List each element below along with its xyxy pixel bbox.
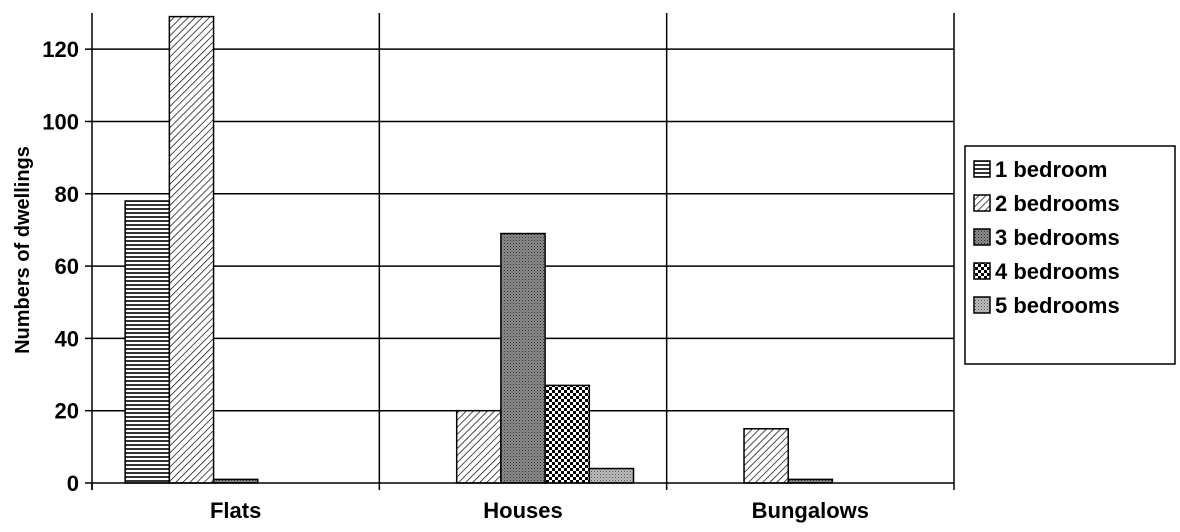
legend-swatch-4 [973,262,991,280]
y-tick-label-120: 120 [42,37,79,62]
axes: 0 20 40 60 80 100 120 Flats Houses Bungalows [42,13,955,523]
legend-box [964,145,1176,365]
x-tick-label-flats: Flats [210,498,261,523]
legend-label-2: 2 bedrooms [995,191,1120,216]
bar-flats-1 [124,200,171,484]
bar-houses-5 [588,467,635,484]
legend-swatch-2 [973,194,991,212]
legend: 1 bedroom 2 bedrooms 3 bedrooms 4 bedrooms 5… [964,145,1176,365]
bars [124,15,834,484]
x-tick-label-houses: Houses [483,498,562,523]
bar-bungalows-2 [743,428,789,484]
bar-flats-2 [168,15,215,484]
y-axis-title: Numbers of dwellings [12,146,34,354]
y-tick-label-80: 80 [55,182,79,207]
x-tick-label-bungalows: Bungalows [752,498,869,523]
bar-houses-3 [500,232,546,484]
legend-swatch-5 [973,296,991,314]
legend-label-4: 4 bedrooms [995,259,1120,284]
y-tick-label-20: 20 [55,399,79,424]
y-tick-label-60: 60 [55,254,79,279]
bar-houses-4 [544,384,591,484]
y-tick-label-100: 100 [42,109,79,134]
legend-label-3: 3 bedrooms [995,225,1120,250]
legend-swatch-1 [973,160,991,178]
legend-label-5: 5 bedrooms [995,293,1120,318]
bar-houses-2 [455,409,502,484]
legend-swatch-3 [973,228,991,246]
y-tick-label-0: 0 [67,471,79,496]
y-tick-label-40: 40 [55,326,79,351]
legend-label-1: 1 bedroom [995,157,1107,182]
